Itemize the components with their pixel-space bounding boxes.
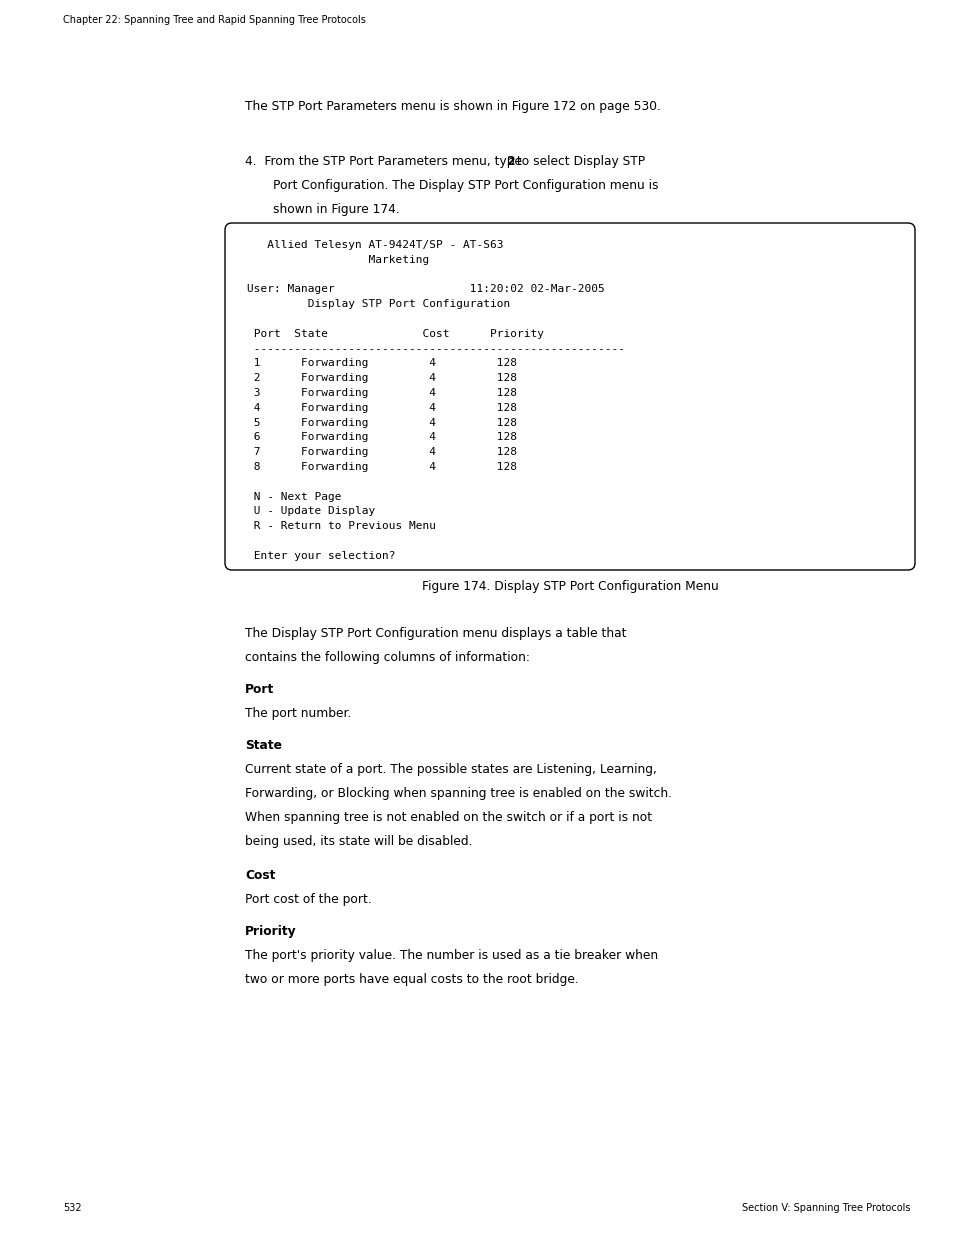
Text: 532: 532	[63, 1203, 82, 1213]
Text: 3      Forwarding         4         128: 3 Forwarding 4 128	[247, 388, 517, 398]
Text: two or more ports have equal costs to the root bridge.: two or more ports have equal costs to th…	[245, 973, 578, 986]
Text: The Display STP Port Configuration menu displays a table that: The Display STP Port Configuration menu …	[245, 627, 626, 640]
Text: 4.  From the STP Port Parameters menu, type: 4. From the STP Port Parameters menu, ty…	[245, 156, 525, 168]
Text: contains the following columns of information:: contains the following columns of inform…	[245, 651, 529, 664]
Text: Priority: Priority	[245, 925, 296, 939]
Text: Allied Telesyn AT-9424T/SP - AT-S63: Allied Telesyn AT-9424T/SP - AT-S63	[247, 240, 503, 249]
Text: Port Configuration. The Display STP Port Configuration menu is: Port Configuration. The Display STP Port…	[273, 179, 658, 191]
Text: Cost: Cost	[245, 869, 275, 882]
Text: Chapter 22: Spanning Tree and Rapid Spanning Tree Protocols: Chapter 22: Spanning Tree and Rapid Span…	[63, 15, 366, 25]
Text: 5      Forwarding         4         128: 5 Forwarding 4 128	[247, 417, 517, 427]
Text: Forwarding, or Blocking when spanning tree is enabled on the switch.: Forwarding, or Blocking when spanning tr…	[245, 787, 671, 800]
Text: 2: 2	[506, 156, 515, 168]
Text: to select Display STP: to select Display STP	[512, 156, 644, 168]
Text: 8      Forwarding         4         128: 8 Forwarding 4 128	[247, 462, 517, 472]
Text: When spanning tree is not enabled on the switch or if a port is not: When spanning tree is not enabled on the…	[245, 811, 652, 824]
Text: Enter your selection?: Enter your selection?	[247, 551, 395, 561]
Text: Port cost of the port.: Port cost of the port.	[245, 893, 372, 906]
Text: 4      Forwarding         4         128: 4 Forwarding 4 128	[247, 403, 517, 412]
Text: The port's priority value. The number is used as a tie breaker when: The port's priority value. The number is…	[245, 948, 658, 962]
Text: U - Update Display: U - Update Display	[247, 506, 375, 516]
FancyBboxPatch shape	[225, 224, 914, 571]
Text: Section V: Spanning Tree Protocols: Section V: Spanning Tree Protocols	[740, 1203, 909, 1213]
Text: 1      Forwarding         4         128: 1 Forwarding 4 128	[247, 358, 517, 368]
Text: Marketing: Marketing	[247, 254, 429, 264]
Text: Current state of a port. The possible states are Listening, Learning,: Current state of a port. The possible st…	[245, 763, 657, 776]
Text: 6      Forwarding         4         128: 6 Forwarding 4 128	[247, 432, 517, 442]
Text: Display STP Port Configuration: Display STP Port Configuration	[247, 299, 510, 309]
Text: Port: Port	[245, 683, 274, 697]
Text: -------------------------------------------------------: ----------------------------------------…	[247, 343, 624, 353]
Text: shown in Figure 174.: shown in Figure 174.	[273, 203, 399, 216]
Text: Figure 174. Display STP Port Configuration Menu: Figure 174. Display STP Port Configurati…	[421, 580, 718, 593]
Text: User: Manager                    11:20:02 02-Mar-2005: User: Manager 11:20:02 02-Mar-2005	[247, 284, 604, 294]
Text: 2      Forwarding         4         128: 2 Forwarding 4 128	[247, 373, 517, 383]
Text: being used, its state will be disabled.: being used, its state will be disabled.	[245, 835, 472, 848]
Text: The STP Port Parameters menu is shown in Figure 172 on page 530.: The STP Port Parameters menu is shown in…	[245, 100, 660, 112]
Text: Port  State              Cost      Priority: Port State Cost Priority	[247, 329, 543, 338]
Text: The port number.: The port number.	[245, 706, 351, 720]
Text: R - Return to Previous Menu: R - Return to Previous Menu	[247, 521, 436, 531]
Text: State: State	[245, 739, 282, 752]
Text: N - Next Page: N - Next Page	[247, 492, 341, 501]
Text: 7      Forwarding         4         128: 7 Forwarding 4 128	[247, 447, 517, 457]
